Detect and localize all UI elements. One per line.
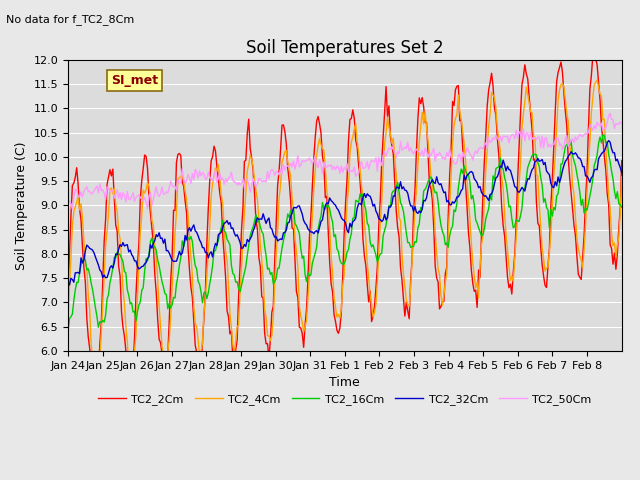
TC2_16Cm — [349, 216, 356, 221]
TC2_32Cm — [616, 165, 624, 170]
TC2_2Cm — [351, 115, 358, 121]
TC2_50Cm — [64, 196, 72, 202]
TC2_16Cm — [541, 196, 549, 202]
Line: TC2_2Cm: TC2_2Cm — [68, 48, 621, 402]
Line: TC2_16Cm: TC2_16Cm — [68, 135, 621, 332]
TC2_32Cm — [460, 172, 468, 178]
TC2_2Cm — [460, 172, 468, 178]
TC2_32Cm — [84, 244, 92, 250]
TC2_50Cm — [616, 119, 624, 125]
Title: Soil Temperatures Set 2: Soil Temperatures Set 2 — [246, 39, 444, 57]
TC2_2Cm — [64, 281, 72, 287]
TC2_4Cm — [618, 174, 625, 180]
Line: TC2_32Cm: TC2_32Cm — [68, 141, 621, 285]
TC2_4Cm — [351, 126, 358, 132]
TC2_50Cm — [84, 189, 92, 194]
TC2_50Cm — [606, 111, 614, 117]
TC2_2Cm — [102, 216, 109, 222]
TC2_4Cm — [593, 77, 601, 83]
TC2_4Cm — [93, 379, 100, 384]
TC2_4Cm — [83, 265, 91, 271]
TC2_16Cm — [615, 201, 623, 207]
Line: TC2_50Cm: TC2_50Cm — [68, 114, 621, 209]
TC2_50Cm — [68, 206, 76, 212]
TC2_50Cm — [543, 135, 550, 141]
TC2_16Cm — [83, 267, 91, 273]
TC2_32Cm — [543, 168, 550, 174]
TC2_32Cm — [64, 279, 72, 285]
Text: No data for f_TC2_8Cm: No data for f_TC2_8Cm — [6, 14, 134, 25]
TC2_32Cm — [102, 275, 109, 281]
TC2_32Cm — [351, 217, 358, 223]
TC2_50Cm — [618, 120, 625, 126]
TC2_16Cm — [100, 319, 108, 325]
TC2_50Cm — [460, 154, 468, 160]
TC2_2Cm — [83, 315, 91, 321]
TC2_16Cm — [64, 329, 72, 335]
TC2_16Cm — [599, 132, 607, 138]
TC2_50Cm — [351, 164, 358, 170]
Legend: TC2_2Cm, TC2_4Cm, TC2_16Cm, TC2_32Cm, TC2_50Cm: TC2_2Cm, TC2_4Cm, TC2_16Cm, TC2_32Cm, TC… — [93, 389, 596, 409]
TC2_32Cm — [66, 282, 74, 288]
TC2_32Cm — [605, 138, 612, 144]
TC2_2Cm — [616, 205, 624, 211]
TC2_16Cm — [459, 170, 467, 176]
X-axis label: Time: Time — [330, 376, 360, 389]
TC2_2Cm — [92, 399, 99, 405]
TC2_50Cm — [102, 197, 109, 203]
TC2_16Cm — [618, 204, 625, 210]
TC2_2Cm — [590, 45, 598, 51]
TC2_4Cm — [102, 243, 109, 249]
TC2_4Cm — [460, 141, 468, 146]
TC2_2Cm — [543, 285, 550, 290]
Line: TC2_4Cm: TC2_4Cm — [68, 80, 621, 382]
Text: SI_met: SI_met — [111, 74, 158, 87]
TC2_2Cm — [618, 158, 625, 164]
TC2_32Cm — [618, 169, 625, 175]
TC2_4Cm — [64, 317, 72, 323]
Y-axis label: Soil Temperature (C): Soil Temperature (C) — [15, 141, 28, 270]
TC2_4Cm — [543, 265, 550, 271]
TC2_4Cm — [616, 210, 624, 216]
